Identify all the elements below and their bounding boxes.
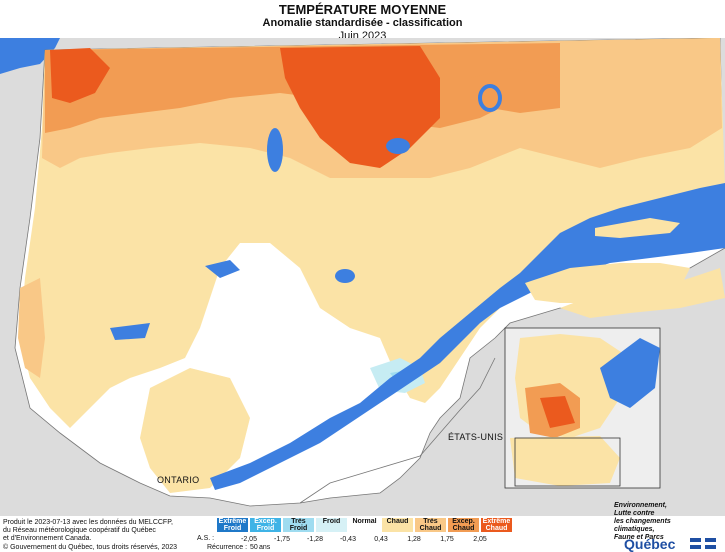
- gaspe-land: [525, 263, 690, 303]
- lake-saint-jean: [335, 269, 355, 283]
- legend-tres-chaud: Très Chaud: [415, 518, 446, 532]
- legend-chaud: Chaud: [382, 518, 413, 532]
- zone-chaud-south: [140, 368, 250, 493]
- credit-line-4: © Gouvernement du Québec, tous droits ré…: [3, 544, 178, 551]
- zone-extreme-chaud-center: [280, 46, 440, 168]
- caniapiscau-reservoir: [386, 138, 410, 154]
- label-usa: ÉTATS-UNIS: [448, 432, 504, 442]
- legend-extreme-froid: Extrême Froid: [217, 518, 248, 532]
- legend-excep-chaud: Excep. Chaud: [448, 518, 479, 532]
- credit-line-3: et d'Environnement Canada.: [3, 535, 92, 542]
- legend-threshold: 2,05: [473, 536, 487, 543]
- legend-threshold: -0,43: [340, 536, 356, 543]
- legend-threshold: 0,43: [374, 536, 388, 543]
- zone-tres-chaud-west: [18, 278, 45, 378]
- legend-froid: Froid: [316, 518, 347, 532]
- quebec-flag-icon: [690, 538, 716, 549]
- legend-extreme-chaud: Extrême Chaud: [481, 518, 512, 532]
- zone-extreme-chaud-west: [50, 48, 110, 103]
- credit-line-2: du Réseau météorologique coopératif du Q…: [3, 527, 156, 534]
- st-lawrence-river: [210, 183, 725, 490]
- legend-threshold: 1,75: [440, 536, 454, 543]
- james-bay-water: [0, 38, 60, 74]
- quebec-logo: Québec: [624, 536, 676, 552]
- legend-threshold: -1,28: [307, 536, 323, 543]
- lake-mistassini: [267, 128, 283, 172]
- legend-recurrence-unit: ans: [259, 544, 271, 551]
- legend-threshold: -1,75: [274, 536, 290, 543]
- lake-west-1: [205, 260, 240, 278]
- credit-line-1: Produit le 2023-07-13 avec les données d…: [3, 519, 173, 526]
- inset-map: [504, 327, 661, 489]
- legend-normal: Normal: [349, 518, 380, 532]
- map-title: TEMPÉRATURE MOYENNE: [278, 2, 447, 17]
- legend-recurrence-value: 50: [250, 544, 258, 551]
- map-subtitle: Anomalie standardisée - classification: [262, 17, 463, 29]
- ministry-name: Environnement, Lutte contre les changeme…: [614, 502, 671, 541]
- legend-threshold: 1,28: [407, 536, 421, 543]
- zone-excep-chaud-east: [470, 68, 560, 113]
- legend-as-label: A.S. :: [197, 535, 215, 542]
- map-titles: TEMPÉRATURE MOYENNE Anomalie standardisé…: [0, 0, 725, 42]
- lake-manicouagan: [478, 84, 502, 112]
- legend-tres-froid: Très Froid: [283, 518, 314, 532]
- label-ontario: ONTARIO: [157, 475, 200, 485]
- legend-excep-froid: Excep. Froid: [250, 518, 281, 532]
- lake-west-2: [110, 323, 150, 340]
- quebec-temperature-map: [0, 38, 725, 516]
- border-usa: [299, 357, 496, 504]
- legend-recurrence-label: Récurrence :: [207, 544, 248, 551]
- anticosti-island: [595, 218, 680, 238]
- legend-threshold: -2,05: [241, 536, 257, 543]
